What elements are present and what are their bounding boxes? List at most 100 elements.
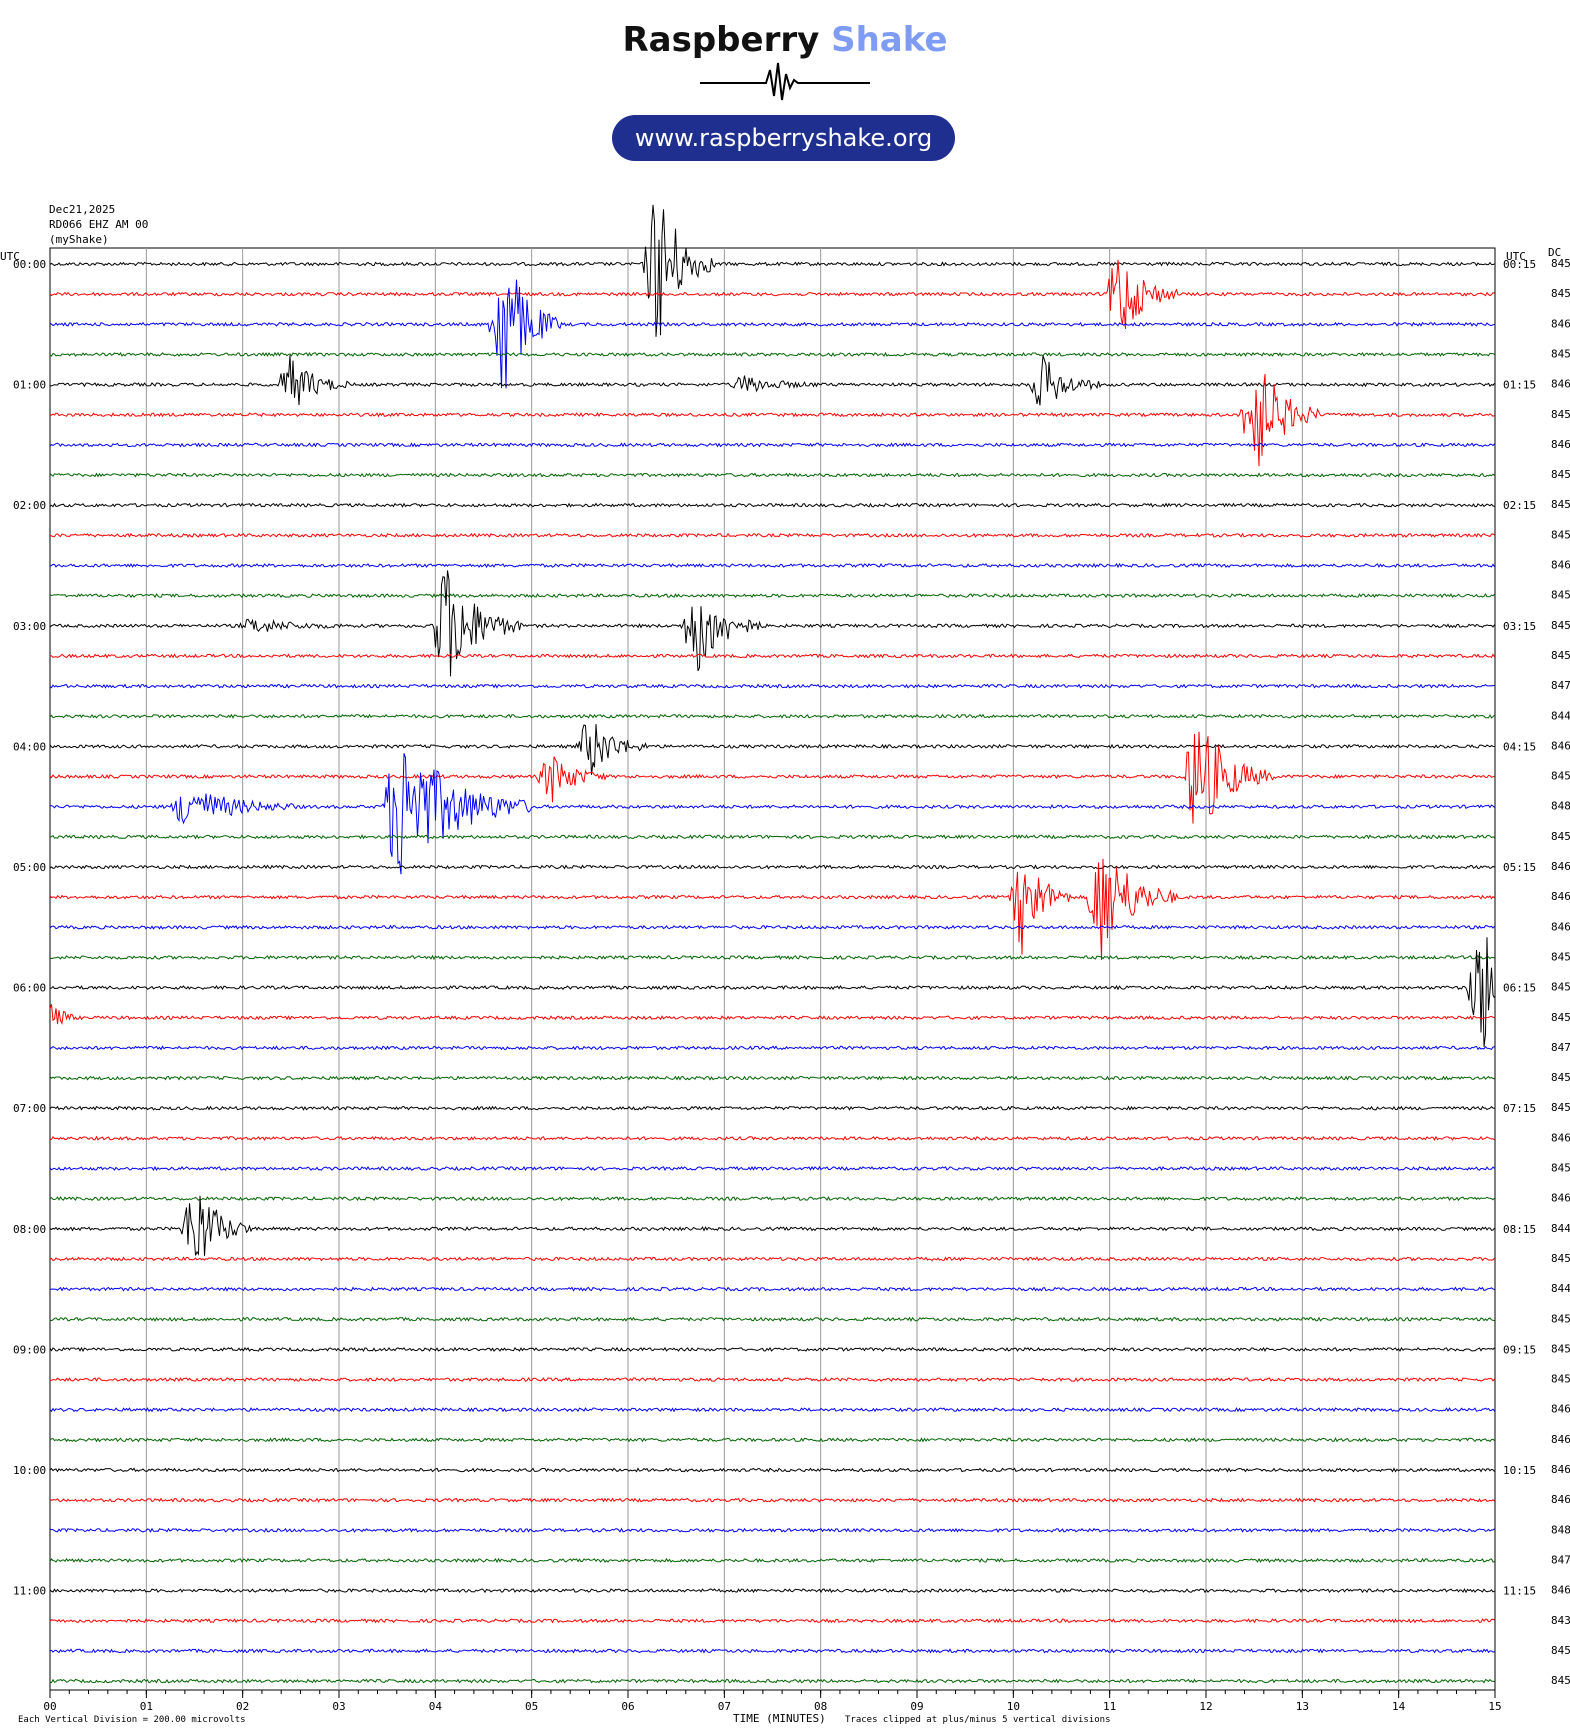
- time-label-right: 05:15: [1503, 861, 1536, 874]
- trace-row: [49, 570, 1495, 677]
- dc-offset-label: 8466: [1551, 1433, 1570, 1446]
- dc-offset-label: 8469: [1551, 860, 1570, 873]
- x-tick-label: 08: [814, 1700, 827, 1713]
- dc-offset-label: 8486: [1551, 1523, 1570, 1536]
- time-label-right: 11:15: [1503, 1585, 1536, 1598]
- trace-row: [49, 351, 1495, 358]
- trace-row: [49, 1377, 1495, 1383]
- dc-offset-label: 8473: [1551, 1553, 1570, 1566]
- trace-row: [49, 1135, 1495, 1141]
- dc-label: DC: [1548, 246, 1561, 259]
- time-label-left: 08:00: [13, 1223, 46, 1236]
- utc-right-label: UTC: [1506, 250, 1526, 263]
- dc-offset-label: 8459: [1551, 830, 1570, 843]
- dc-offset-label: 8454: [1551, 589, 1570, 602]
- brand-title: Raspberry Shake: [0, 20, 1570, 60]
- trace-row: [49, 279, 1495, 389]
- x-tick-label: 11: [1103, 1700, 1116, 1713]
- trace-row: [49, 1045, 1495, 1051]
- dc-offset-label: 8454: [1551, 770, 1570, 783]
- dc-offset-label: 8447: [1551, 1282, 1570, 1295]
- dc-offset-label: 8456: [1551, 1644, 1570, 1657]
- trace-row: [49, 1195, 1495, 1256]
- dc-offset-label: 8484: [1551, 800, 1570, 813]
- trace-row: [49, 374, 1495, 467]
- time-label-right: 00:15: [1503, 258, 1536, 271]
- trace-row: [49, 1618, 1495, 1624]
- dc-offset-label: 8452: [1551, 1674, 1570, 1687]
- dc-offset-label: 8446: [1551, 1222, 1570, 1235]
- trace-row: [49, 593, 1495, 599]
- time-label-left: 10:00: [13, 1464, 46, 1477]
- time-label-left: 06:00: [13, 982, 46, 995]
- trace-row: [49, 204, 1495, 337]
- dc-offset-label: 8453: [1551, 1011, 1570, 1024]
- time-label-right: 02:15: [1503, 499, 1536, 512]
- trace-row: [49, 1004, 1495, 1025]
- dc-offset-label: 8457: [1551, 1101, 1570, 1114]
- x-tick-label: 00: [43, 1700, 56, 1713]
- time-label-left: 09:00: [13, 1343, 46, 1356]
- trace-row: [49, 1557, 1495, 1564]
- dc-offset-label: 8459: [1551, 649, 1570, 662]
- x-tick-label: 04: [429, 1700, 443, 1713]
- x-tick-label: 07: [718, 1700, 731, 1713]
- trace-row: [49, 1195, 1495, 1202]
- header-source: (myShake): [49, 233, 109, 246]
- trace-row: [49, 1587, 1495, 1594]
- dc-offset-label: 8456: [1551, 347, 1570, 360]
- x-tick-label: 02: [236, 1700, 249, 1713]
- trace-row: [49, 1346, 1495, 1353]
- dc-offset-label: 8457: [1551, 1162, 1570, 1175]
- brand-url-link[interactable]: www.raspberryshake.org: [612, 115, 955, 161]
- dc-offset-label: 8456: [1551, 1312, 1570, 1325]
- trace-row: [49, 259, 1495, 330]
- trace-row: [49, 1467, 1495, 1473]
- dc-offset-label: 8457: [1551, 1252, 1570, 1265]
- dc-offset-label: 8463: [1551, 1131, 1570, 1144]
- time-label-left: 11:00: [13, 1585, 46, 1598]
- dc-offset-label: 8465: [1551, 1493, 1570, 1506]
- dc-offset-label: 8433: [1551, 1614, 1570, 1627]
- trace-row: [49, 1437, 1495, 1443]
- trace-row: [49, 1497, 1495, 1503]
- x-tick-label: 15: [1488, 1700, 1501, 1713]
- x-tick-label: 05: [525, 1700, 538, 1713]
- seismogram-logo-icon: [700, 62, 870, 101]
- trace-row: [49, 858, 1495, 961]
- dc-offset-label: 8459: [1551, 468, 1570, 481]
- time-label-left: 05:00: [13, 861, 46, 874]
- plot-grid: [49, 247, 1496, 1698]
- dc-offset-label: 8464: [1551, 317, 1570, 330]
- x-tick-label: 14: [1392, 1700, 1406, 1713]
- trace-row: [49, 1075, 1495, 1081]
- trace-row: [49, 924, 1495, 930]
- dc-offset-label: 8464: [1551, 1192, 1570, 1205]
- time-label-right: 01:15: [1503, 379, 1536, 392]
- dc-offset-label: 8456: [1551, 1373, 1570, 1386]
- trace-row: [50, 1316, 1495, 1322]
- trace-row: [49, 954, 1495, 961]
- header-date: Dec21,2025: [49, 203, 116, 216]
- dc-offset-label: 8456: [1551, 950, 1570, 963]
- x-tick-label: 03: [332, 1700, 345, 1713]
- brand-header: Raspberry Shake www.raspberryshake.org: [0, 0, 1570, 170]
- x-tick-label: 13: [1296, 1700, 1309, 1713]
- trace-row: [49, 1105, 1495, 1111]
- x-tick-label: 06: [621, 1700, 634, 1713]
- x-tick-label: 01: [140, 1700, 153, 1713]
- utc-left-label: UTC: [0, 250, 20, 263]
- trace-row: [49, 683, 1495, 689]
- trace-row: [49, 724, 1495, 775]
- trace-row: [49, 472, 1495, 478]
